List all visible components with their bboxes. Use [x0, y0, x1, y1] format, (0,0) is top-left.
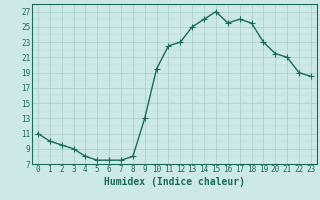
X-axis label: Humidex (Indice chaleur): Humidex (Indice chaleur) [104, 177, 245, 187]
